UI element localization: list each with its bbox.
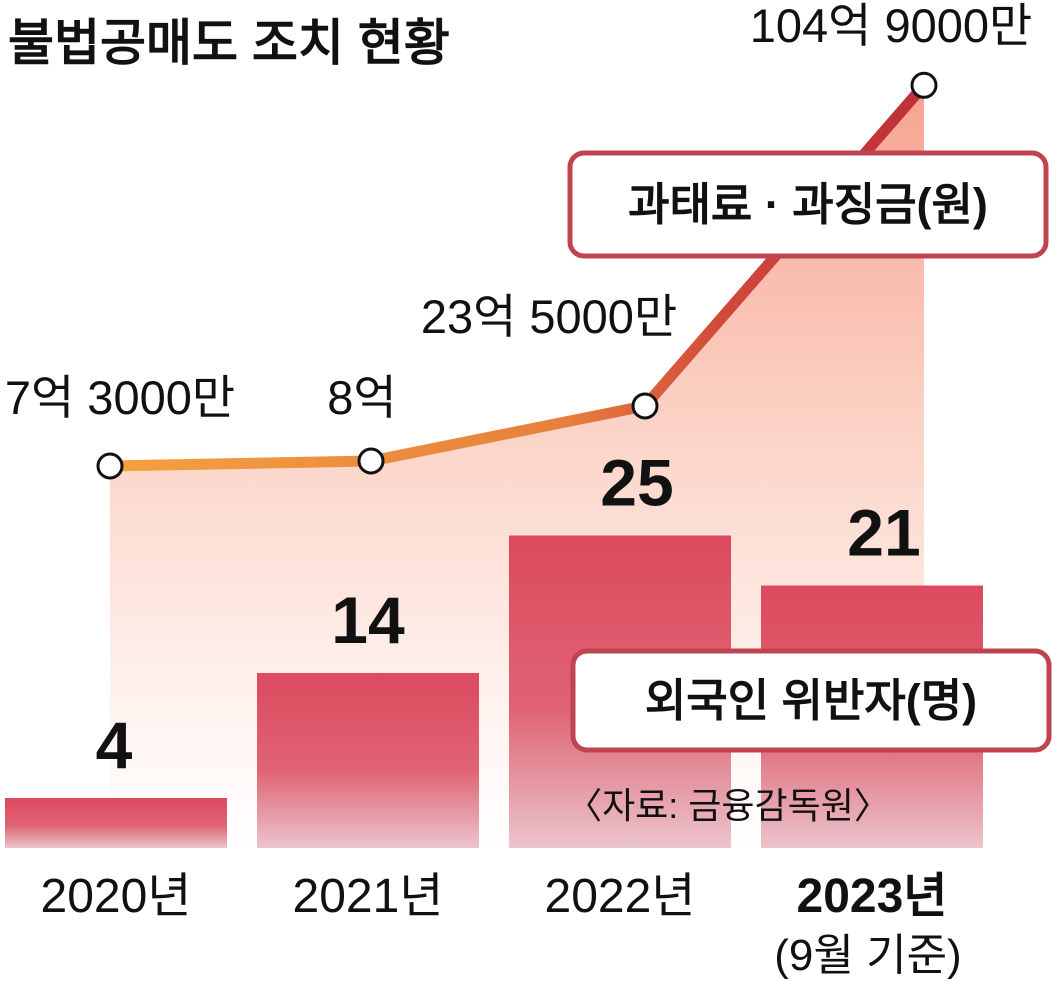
line-value-label: 8억	[327, 371, 396, 424]
bar-2020년	[5, 798, 227, 848]
line-value-label: 23억 5000만	[421, 290, 677, 343]
x-tick-label: 2022년	[545, 870, 696, 923]
line-point-2023년	[910, 71, 938, 99]
line-value-label: 7억 3000만	[5, 371, 235, 424]
line-point-2021년	[357, 447, 385, 475]
line-legend-box: 과태료 · 과징금(원)	[567, 150, 1049, 259]
bar-value-label: 25	[600, 446, 673, 520]
line-value-label: 104억 9000만	[750, 0, 1033, 52]
source-note: 〈자료: 금융감독원〉	[566, 785, 890, 826]
x-tick-label: 2021년	[293, 870, 444, 923]
bar-value-label: 14	[331, 583, 405, 657]
last-category-note: (9월 기준)	[774, 931, 961, 980]
line-point-2022년	[631, 392, 659, 420]
bar-legend-label: 외국인 위반자(명)	[645, 675, 977, 726]
bar-value-labels: 4 14 25 21	[96, 446, 921, 783]
bar-2021년	[257, 673, 479, 848]
line-points	[96, 71, 938, 480]
line-value-labels: 7억 3000만 8억 23억 5000만 104억 9000만	[5, 0, 1032, 424]
x-axis-labels: 2020년 2021년 2022년 2023년	[41, 870, 948, 923]
line-legend-label: 과태료 · 과징금(원)	[628, 179, 988, 230]
x-tick-label: 2020년	[41, 870, 192, 923]
chart-title: 불법공매도 조치 현황	[8, 15, 450, 71]
bar-value-label: 4	[96, 708, 133, 782]
bar-legend-box: 외국인 위반자(명)	[570, 648, 1052, 753]
line-point-2020년	[96, 452, 124, 480]
bar-value-label: 21	[847, 496, 920, 570]
x-tick-label: 2023년	[797, 870, 948, 923]
